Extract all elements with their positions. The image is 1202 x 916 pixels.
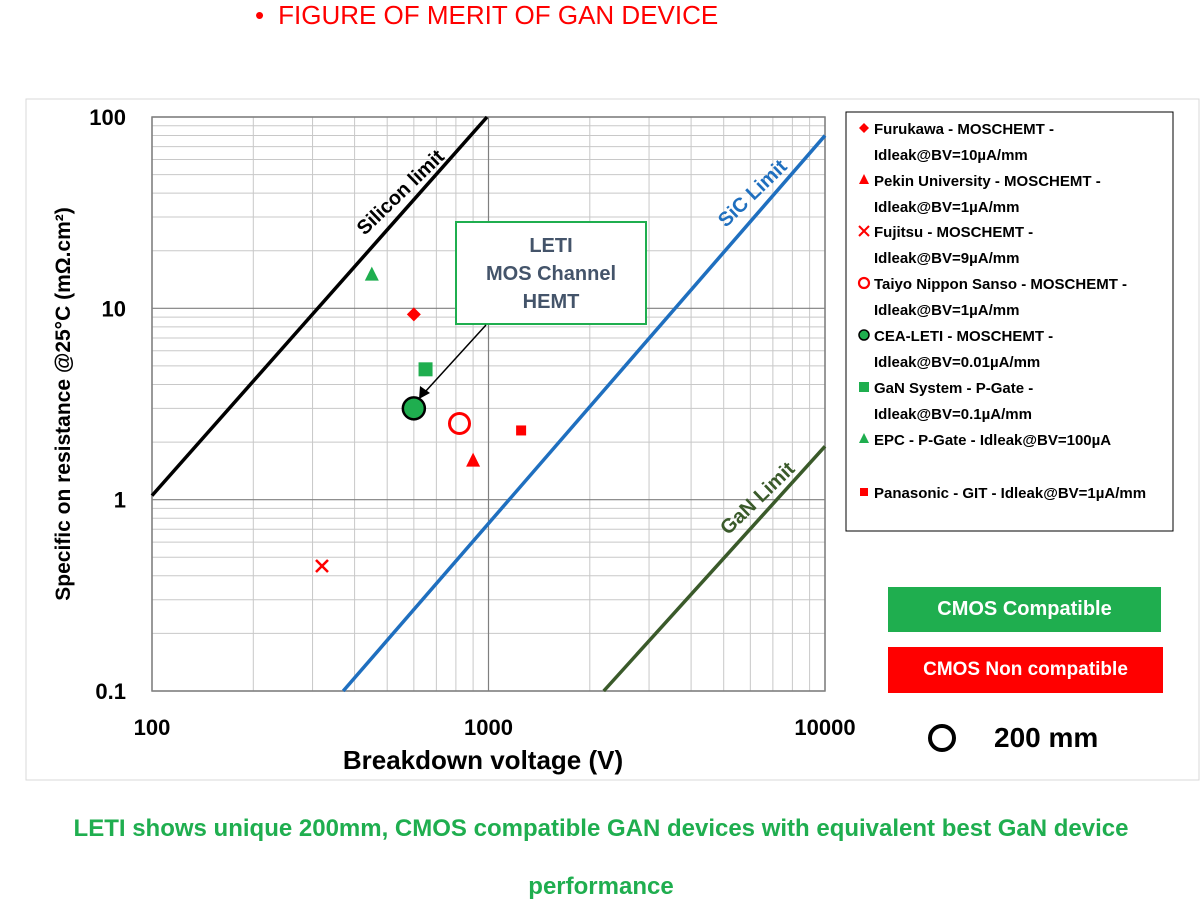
- legend-marker-1: [859, 174, 869, 184]
- legend-box: [845, 111, 1174, 532]
- x-tick-label: 1000: [464, 715, 513, 740]
- legend-entry-text: Idleak@BV=0.01µA/mm: [874, 354, 1040, 371]
- legend-entry-text: CEA-LETI - MOSCHEMT -: [874, 328, 1053, 345]
- legend-entry-text: EPC - P-Gate - Idleak@BV=100µA: [874, 432, 1111, 449]
- legend-entry-text: Idleak@BV=1µA/mm: [874, 199, 1019, 216]
- annotation-arrow: [419, 324, 487, 399]
- y-tick-labels: 0.1 1 10 100: [89, 105, 126, 704]
- slide-title: • FIGURE OF MERIT OF GAN DEVICE: [255, 0, 718, 31]
- y-tick-label: 1: [114, 488, 126, 513]
- legend-entry-text: Idleak@BV=0.1µA/mm: [874, 406, 1032, 423]
- legend-entry-text: Panasonic - GIT - Idleak@BV=1µA/mm: [874, 485, 1146, 502]
- wafer-size-label: 200 mm: [994, 722, 1099, 753]
- cmos-non-compatible-badge: CMOS Non compatible: [888, 647, 1163, 693]
- data-point-series-4: [401, 396, 427, 421]
- data-point-series-1: [466, 452, 481, 467]
- x-tick-label: 10000: [794, 715, 855, 740]
- legend-marker-2: [858, 225, 870, 237]
- x-tick-labels: 100 1000 10000: [134, 715, 856, 740]
- minor-grid: [152, 117, 825, 691]
- x-axis-label: Breakdown voltage (V): [343, 745, 623, 775]
- data-point-series-3: [447, 412, 471, 436]
- legend-marker-3: [857, 276, 871, 290]
- legend-entry-text: Furukawa - MOSCHEMT -: [874, 121, 1054, 138]
- data-point-series-2: [315, 559, 329, 573]
- data-point-series-0: [406, 307, 421, 322]
- y-axis-label: Specific on resistance @25°C (mΩ.cm²): [52, 207, 75, 601]
- silicon-limit-line: [150, 115, 489, 497]
- leti-annotation-box: [455, 221, 647, 325]
- legend-marker-7: [860, 488, 868, 496]
- title-bullet: •: [255, 0, 265, 30]
- legend-entry-text: Idleak@BV=9µA/mm: [874, 250, 1019, 267]
- legend: Furukawa - MOSCHEMT - Idleak@BV=10µA/mm Pe…: [857, 121, 1146, 502]
- data-point-series-5: [418, 362, 433, 377]
- x-tick-label: 100: [134, 715, 171, 740]
- annotation-line-2: MOS Channel: [486, 263, 616, 285]
- cmos-compatible-badge: CMOS Compatible: [888, 587, 1161, 632]
- legend-entry-text: Taiyo Nippon Sanso - MOSCHEMT -: [874, 276, 1127, 293]
- data-point-series-7: [516, 425, 527, 436]
- y-tick-label: 10: [102, 296, 126, 321]
- legend-entry-text: Idleak@BV=1µA/mm: [874, 302, 1019, 319]
- legend-marker-6: [859, 433, 869, 443]
- legend-entry-text: Idleak@BV=10µA/mm: [874, 147, 1028, 164]
- legend-entry-text: Fujitsu - MOSCHEMT -: [874, 224, 1033, 241]
- annotation-line-3: HEMT: [523, 291, 580, 313]
- ring-marker-icon: [928, 724, 956, 752]
- data-point-series-6: [364, 266, 379, 281]
- sic-limit-line: [341, 134, 827, 693]
- legend-entry-text: GaN System - P-Gate -: [874, 380, 1033, 397]
- wafer-size-legend: 200 mm: [928, 722, 1098, 754]
- legend-marker-0: [859, 123, 869, 133]
- legend-marker-4: [858, 329, 870, 341]
- data-points: [315, 266, 527, 573]
- legend-entry-text: Pekin University - MOSCHEMT -: [874, 173, 1101, 190]
- title-text: FIGURE OF MERIT OF GAN DEVICE: [278, 0, 719, 30]
- plot-area-frame: [151, 116, 826, 692]
- footer-statement: LETI shows unique 200mm, CMOS compatible…: [73, 815, 1129, 900]
- y-tick-label: 0.1: [95, 679, 126, 704]
- y-tick-label: 100: [89, 105, 126, 130]
- annotation-line-1: LETI: [529, 235, 572, 257]
- gan-limit-line: [602, 445, 827, 693]
- limit-lines: [150, 115, 827, 693]
- legend-marker-5: [859, 382, 869, 392]
